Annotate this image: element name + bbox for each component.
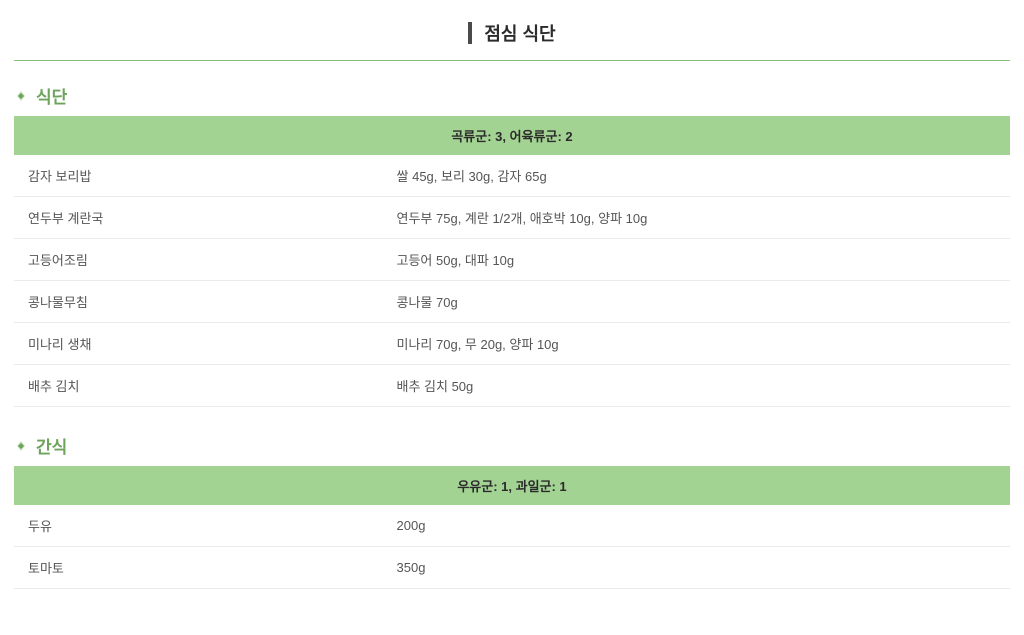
table-row: 콩나물무침콩나물 70g: [14, 281, 1010, 323]
section-header: 간식: [14, 433, 1010, 458]
cell-name: 콩나물무침: [14, 281, 383, 323]
section-title: 간식: [36, 433, 67, 458]
cell-detail: 쌀 45g, 보리 30g, 감자 65g: [383, 155, 1010, 197]
table-row: 연두부 계란국연두부 75g, 계란 1/2개, 애호박 10g, 양파 10g: [14, 197, 1010, 239]
meal-table: 우유군: 1, 과일군: 1두유200g토마토350g: [14, 466, 1010, 589]
cell-detail: 미나리 70g, 무 20g, 양파 10g: [383, 323, 1010, 365]
cell-detail: 배추 김치 50g: [383, 365, 1010, 407]
diamond-icon: [14, 439, 28, 453]
section: 식단곡류군: 3, 어육류군: 2감자 보리밥쌀 45g, 보리 30g, 감자…: [14, 83, 1010, 407]
cell-name: 배추 김치: [14, 365, 383, 407]
cell-name: 미나리 생채: [14, 323, 383, 365]
cell-name: 감자 보리밥: [14, 155, 383, 197]
table-row: 감자 보리밥쌀 45g, 보리 30g, 감자 65g: [14, 155, 1010, 197]
divider: [14, 60, 1010, 61]
cell-detail: 200g: [383, 505, 1010, 547]
cell-name: 고등어조림: [14, 239, 383, 281]
section-header: 식단: [14, 83, 1010, 108]
section-title: 식단: [36, 83, 67, 108]
table-header-label: 우유군: 1, 과일군: 1: [14, 466, 1010, 505]
table-row: 배추 김치배추 김치 50g: [14, 365, 1010, 407]
table-row: 토마토350g: [14, 547, 1010, 589]
cell-detail: 350g: [383, 547, 1010, 589]
cell-detail: 고등어 50g, 대파 10g: [383, 239, 1010, 281]
cell-name: 토마토: [14, 547, 383, 589]
cell-detail: 연두부 75g, 계란 1/2개, 애호박 10g, 양파 10g: [383, 197, 1010, 239]
section: 간식우유군: 1, 과일군: 1두유200g토마토350g: [14, 433, 1010, 589]
table-row: 미나리 생채미나리 70g, 무 20g, 양파 10g: [14, 323, 1010, 365]
page-title-wrap: 점심 식단: [14, 20, 1010, 46]
meal-table: 곡류군: 3, 어육류군: 2감자 보리밥쌀 45g, 보리 30g, 감자 6…: [14, 116, 1010, 407]
diamond-icon: [14, 89, 28, 103]
cell-detail: 콩나물 70g: [383, 281, 1010, 323]
table-header-label: 곡류군: 3, 어육류군: 2: [14, 116, 1010, 155]
table-row: 고등어조림고등어 50g, 대파 10g: [14, 239, 1010, 281]
page-title: 점심 식단: [468, 20, 555, 46]
cell-name: 두유: [14, 505, 383, 547]
cell-name: 연두부 계란국: [14, 197, 383, 239]
table-row: 두유200g: [14, 505, 1010, 547]
